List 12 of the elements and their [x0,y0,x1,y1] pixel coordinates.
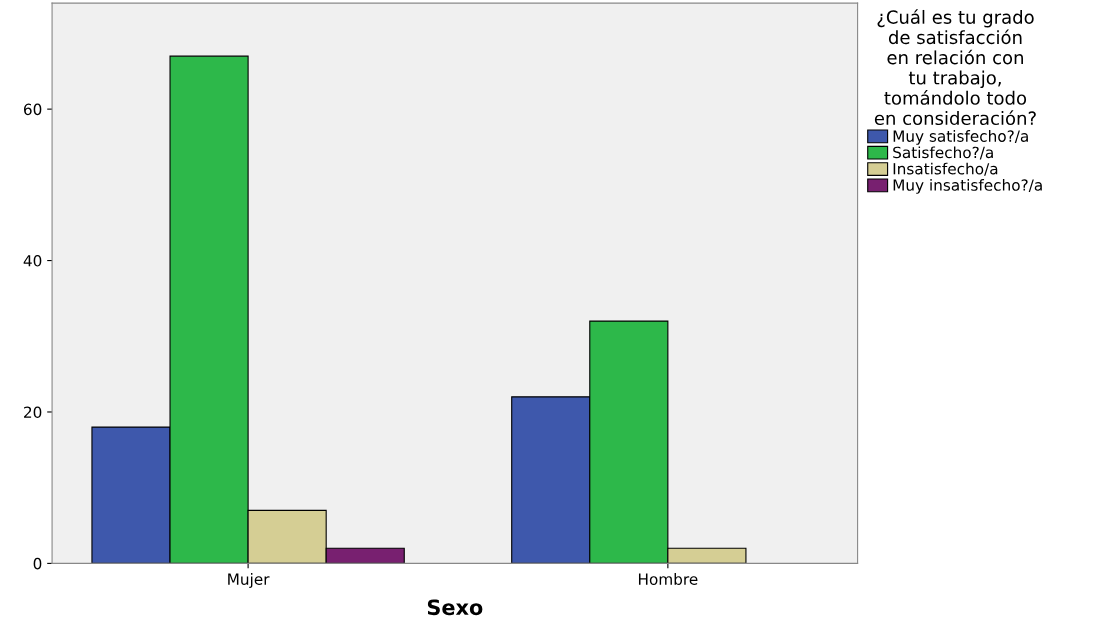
legend-label: Muy satisfecho?/a [893,130,1028,145]
x-tick-label: Hombre [638,573,698,585]
legend-title: ¿Cuál es tu grado de satisfacción en relación con tu trabajo, tomándolo todo en consideración? [874,9,1036,126]
x-tick-label: Mujer [228,573,270,588]
y-tick-label: 20 [24,406,42,418]
y-tick-label: 0 [33,557,42,570]
x-axis-title: Sexo [427,599,483,616]
legend-label: Satisfecho?/a [893,146,993,160]
y-tick-label: 60 [23,103,42,116]
legend-label: Insatisfecho/a [893,162,998,176]
y-tick-label: 40 [23,255,42,267]
legend-label: Muy insatisfecho?/a [893,179,1042,194]
